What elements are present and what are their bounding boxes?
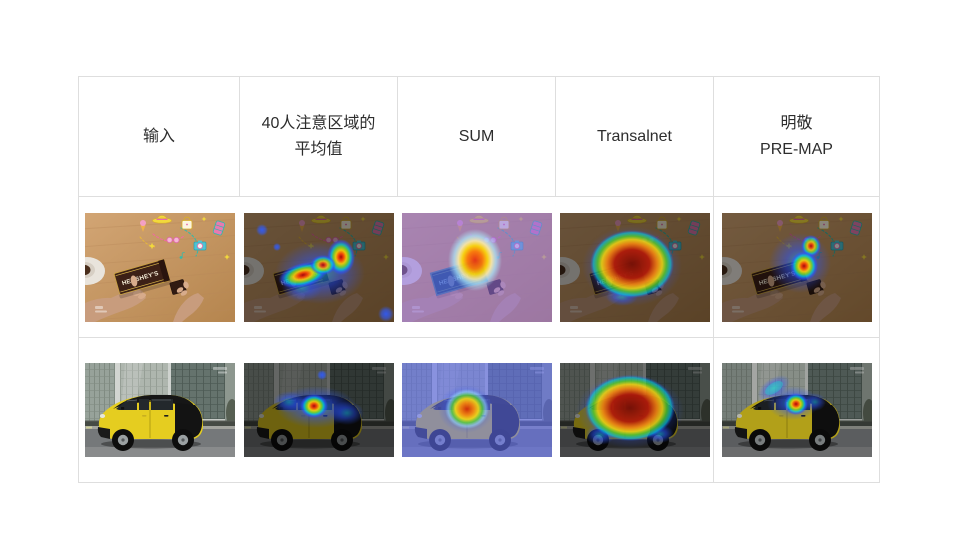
header-label: 40人注意区域的 bbox=[261, 114, 376, 132]
header-sum: SUM bbox=[398, 77, 556, 197]
header-label: 输入 bbox=[142, 127, 175, 145]
cell-car-human-average bbox=[240, 338, 398, 482]
header-label: 明敬 bbox=[780, 114, 813, 132]
cell-hershey-human-average bbox=[240, 197, 398, 338]
hershey-sum-heatmap bbox=[402, 212, 552, 322]
header-label: Transalnet bbox=[597, 127, 672, 145]
cell-car-transalnet bbox=[556, 338, 714, 482]
car-premap-heatmap bbox=[721, 363, 872, 457]
cell-hershey-premap bbox=[714, 197, 879, 338]
hershey-input-image bbox=[85, 213, 235, 322]
hershey-transalnet-heatmap bbox=[559, 212, 710, 322]
cell-car-premap bbox=[714, 338, 879, 482]
car-sum-heatmap bbox=[402, 363, 552, 457]
cell-hershey-input bbox=[79, 197, 240, 338]
cell-hershey-transalnet bbox=[556, 197, 714, 338]
header-input: 输入 bbox=[79, 77, 240, 197]
car-input-image bbox=[85, 363, 235, 457]
car-human-average-heatmap bbox=[244, 363, 394, 457]
header-premap: 明敬 PRE-MAP bbox=[714, 77, 879, 197]
cell-car-input bbox=[79, 338, 240, 482]
comparison-table: 输入 40人注意区域的 平均值 SUM Transalnet 明敬 PRE-MA… bbox=[78, 76, 880, 483]
header-human-average: 40人注意区域的 平均值 bbox=[240, 77, 398, 197]
header-label: SUM bbox=[458, 127, 495, 145]
hershey-human-average-heatmap bbox=[244, 212, 394, 322]
header-transalnet: Transalnet bbox=[556, 77, 714, 197]
cell-hershey-sum bbox=[398, 197, 556, 338]
cell-car-sum bbox=[398, 338, 556, 482]
hershey-premap-heatmap bbox=[721, 212, 872, 322]
car-transalnet-heatmap bbox=[559, 363, 710, 457]
